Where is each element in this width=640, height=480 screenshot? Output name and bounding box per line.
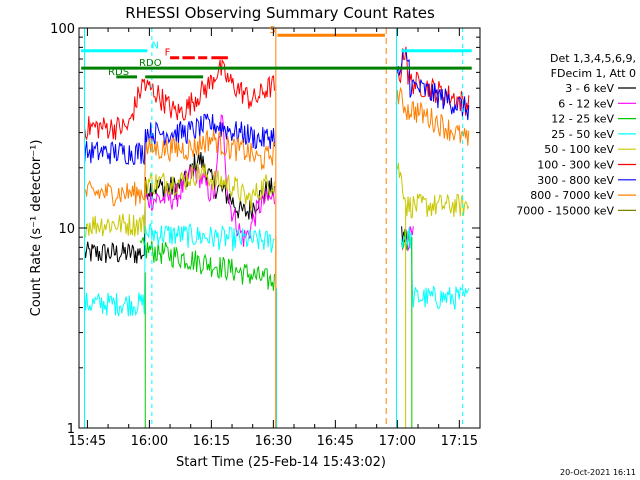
legend-entry-label: 3 - 6 keV [565,82,614,95]
legend-entry-label: 800 - 7000 keV [530,189,614,202]
series-800-7000kev [84,86,470,207]
legend-entry-label: 12 - 25 keV [551,113,614,126]
series-line [395,46,470,116]
series-line [395,86,470,146]
x-tick-label: 16:30 [255,434,292,449]
series-line [84,113,275,166]
flag-n: N [81,41,472,53]
legend-entry-label: 300 - 800 keV [537,174,614,187]
series-line [395,48,470,121]
flag-rdo: RDO [81,58,472,70]
legend-header-line-1: Det 1,3,4,5,6,9, [550,52,636,65]
legend-entry-label: 6 - 12 keV [558,97,614,110]
flag-f: F [165,48,228,60]
y-tick-label: 1 [67,422,75,437]
legend: Det 1,3,4,5,6,9, FDecim 1, Att 0 3 - 6 k… [516,52,636,217]
flag-s: S [269,25,385,37]
series-100-300kev [84,46,470,141]
flag-label: N [151,41,158,52]
series-line [139,237,275,291]
x-tick-label: 16:45 [317,434,354,449]
y-tick-label: 10 [58,222,75,237]
flag-bars: NF S RDO RDS [81,25,472,79]
x-tick-label: 17:15 [441,434,478,449]
series-line [401,227,470,310]
series-line [84,129,275,207]
flag-rds: RDS [108,67,204,79]
legend-entry-label: 50 - 100 keV [544,143,614,156]
flag-label: RDO [139,58,162,69]
series-50-100kev [84,162,470,238]
plot-area [83,28,470,428]
legend-entry-label: 25 - 50 keV [551,128,614,141]
x-tick-label: 15:45 [69,434,106,449]
y-tick-label: 100 [50,22,75,37]
series-line [84,58,275,141]
chart-title: RHESSI Observing Summary Count Rates [125,4,435,22]
x-tick-label: 16:15 [193,434,230,449]
series-line [84,222,275,317]
legend-entry-label: 7000 - 15000 keV [516,204,614,217]
x-tick-label: 16:00 [131,434,168,449]
series-line [84,163,275,238]
flag-label: F [165,48,171,59]
legend-header-line-2: FDecim 1, Att 0 [551,67,636,80]
x-axis-label: Start Time (25-Feb-14 15:43:02) [176,455,386,470]
x-tick-label: 17:00 [379,434,416,449]
y-axis-label: Count Rate (s⁻¹ detector⁻¹) [29,140,44,317]
series-line [84,151,275,264]
axis-ticks: 1 10 100 15:45 16:00 16:15 16:30 16:45 17:00 17:1… [50,22,480,449]
footer-date: 20-Oct-2021 16:11 [560,468,636,477]
series-25-50kev [84,222,470,317]
series-line [395,162,470,219]
series-300-800kev [84,48,470,166]
flag-label: S [269,25,275,36]
flag-label: RDS [108,67,129,78]
legend-entry-label: 100 - 300 keV [537,159,614,172]
series-line [144,114,275,247]
